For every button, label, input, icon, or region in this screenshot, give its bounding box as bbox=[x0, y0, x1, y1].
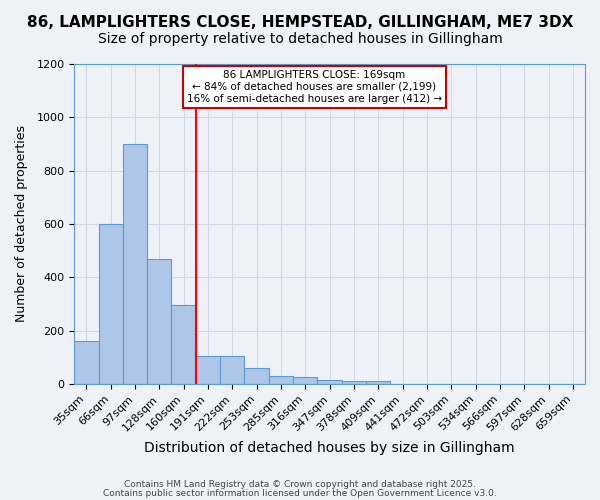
Bar bbox=[196, 356, 220, 384]
Bar bbox=[269, 376, 293, 384]
Bar bbox=[147, 258, 172, 384]
X-axis label: Distribution of detached houses by size in Gillingham: Distribution of detached houses by size … bbox=[144, 441, 515, 455]
Bar bbox=[342, 382, 366, 384]
Text: Contains HM Land Registry data © Crown copyright and database right 2025.: Contains HM Land Registry data © Crown c… bbox=[124, 480, 476, 489]
Bar bbox=[74, 342, 98, 384]
Bar bbox=[98, 224, 123, 384]
Bar bbox=[366, 382, 391, 384]
Bar bbox=[123, 144, 147, 384]
Bar bbox=[172, 306, 196, 384]
Text: Size of property relative to detached houses in Gillingham: Size of property relative to detached ho… bbox=[98, 32, 502, 46]
Y-axis label: Number of detached properties: Number of detached properties bbox=[15, 126, 28, 322]
Text: Contains public sector information licensed under the Open Government Licence v3: Contains public sector information licen… bbox=[103, 488, 497, 498]
Text: 86, LAMPLIGHTERS CLOSE, HEMPSTEAD, GILLINGHAM, ME7 3DX: 86, LAMPLIGHTERS CLOSE, HEMPSTEAD, GILLI… bbox=[27, 15, 573, 30]
Text: 86 LAMPLIGHTERS CLOSE: 169sqm
← 84% of detached houses are smaller (2,199)
16% o: 86 LAMPLIGHTERS CLOSE: 169sqm ← 84% of d… bbox=[187, 70, 442, 104]
Bar bbox=[293, 378, 317, 384]
Bar bbox=[220, 356, 244, 384]
Bar bbox=[317, 380, 342, 384]
Bar bbox=[244, 368, 269, 384]
